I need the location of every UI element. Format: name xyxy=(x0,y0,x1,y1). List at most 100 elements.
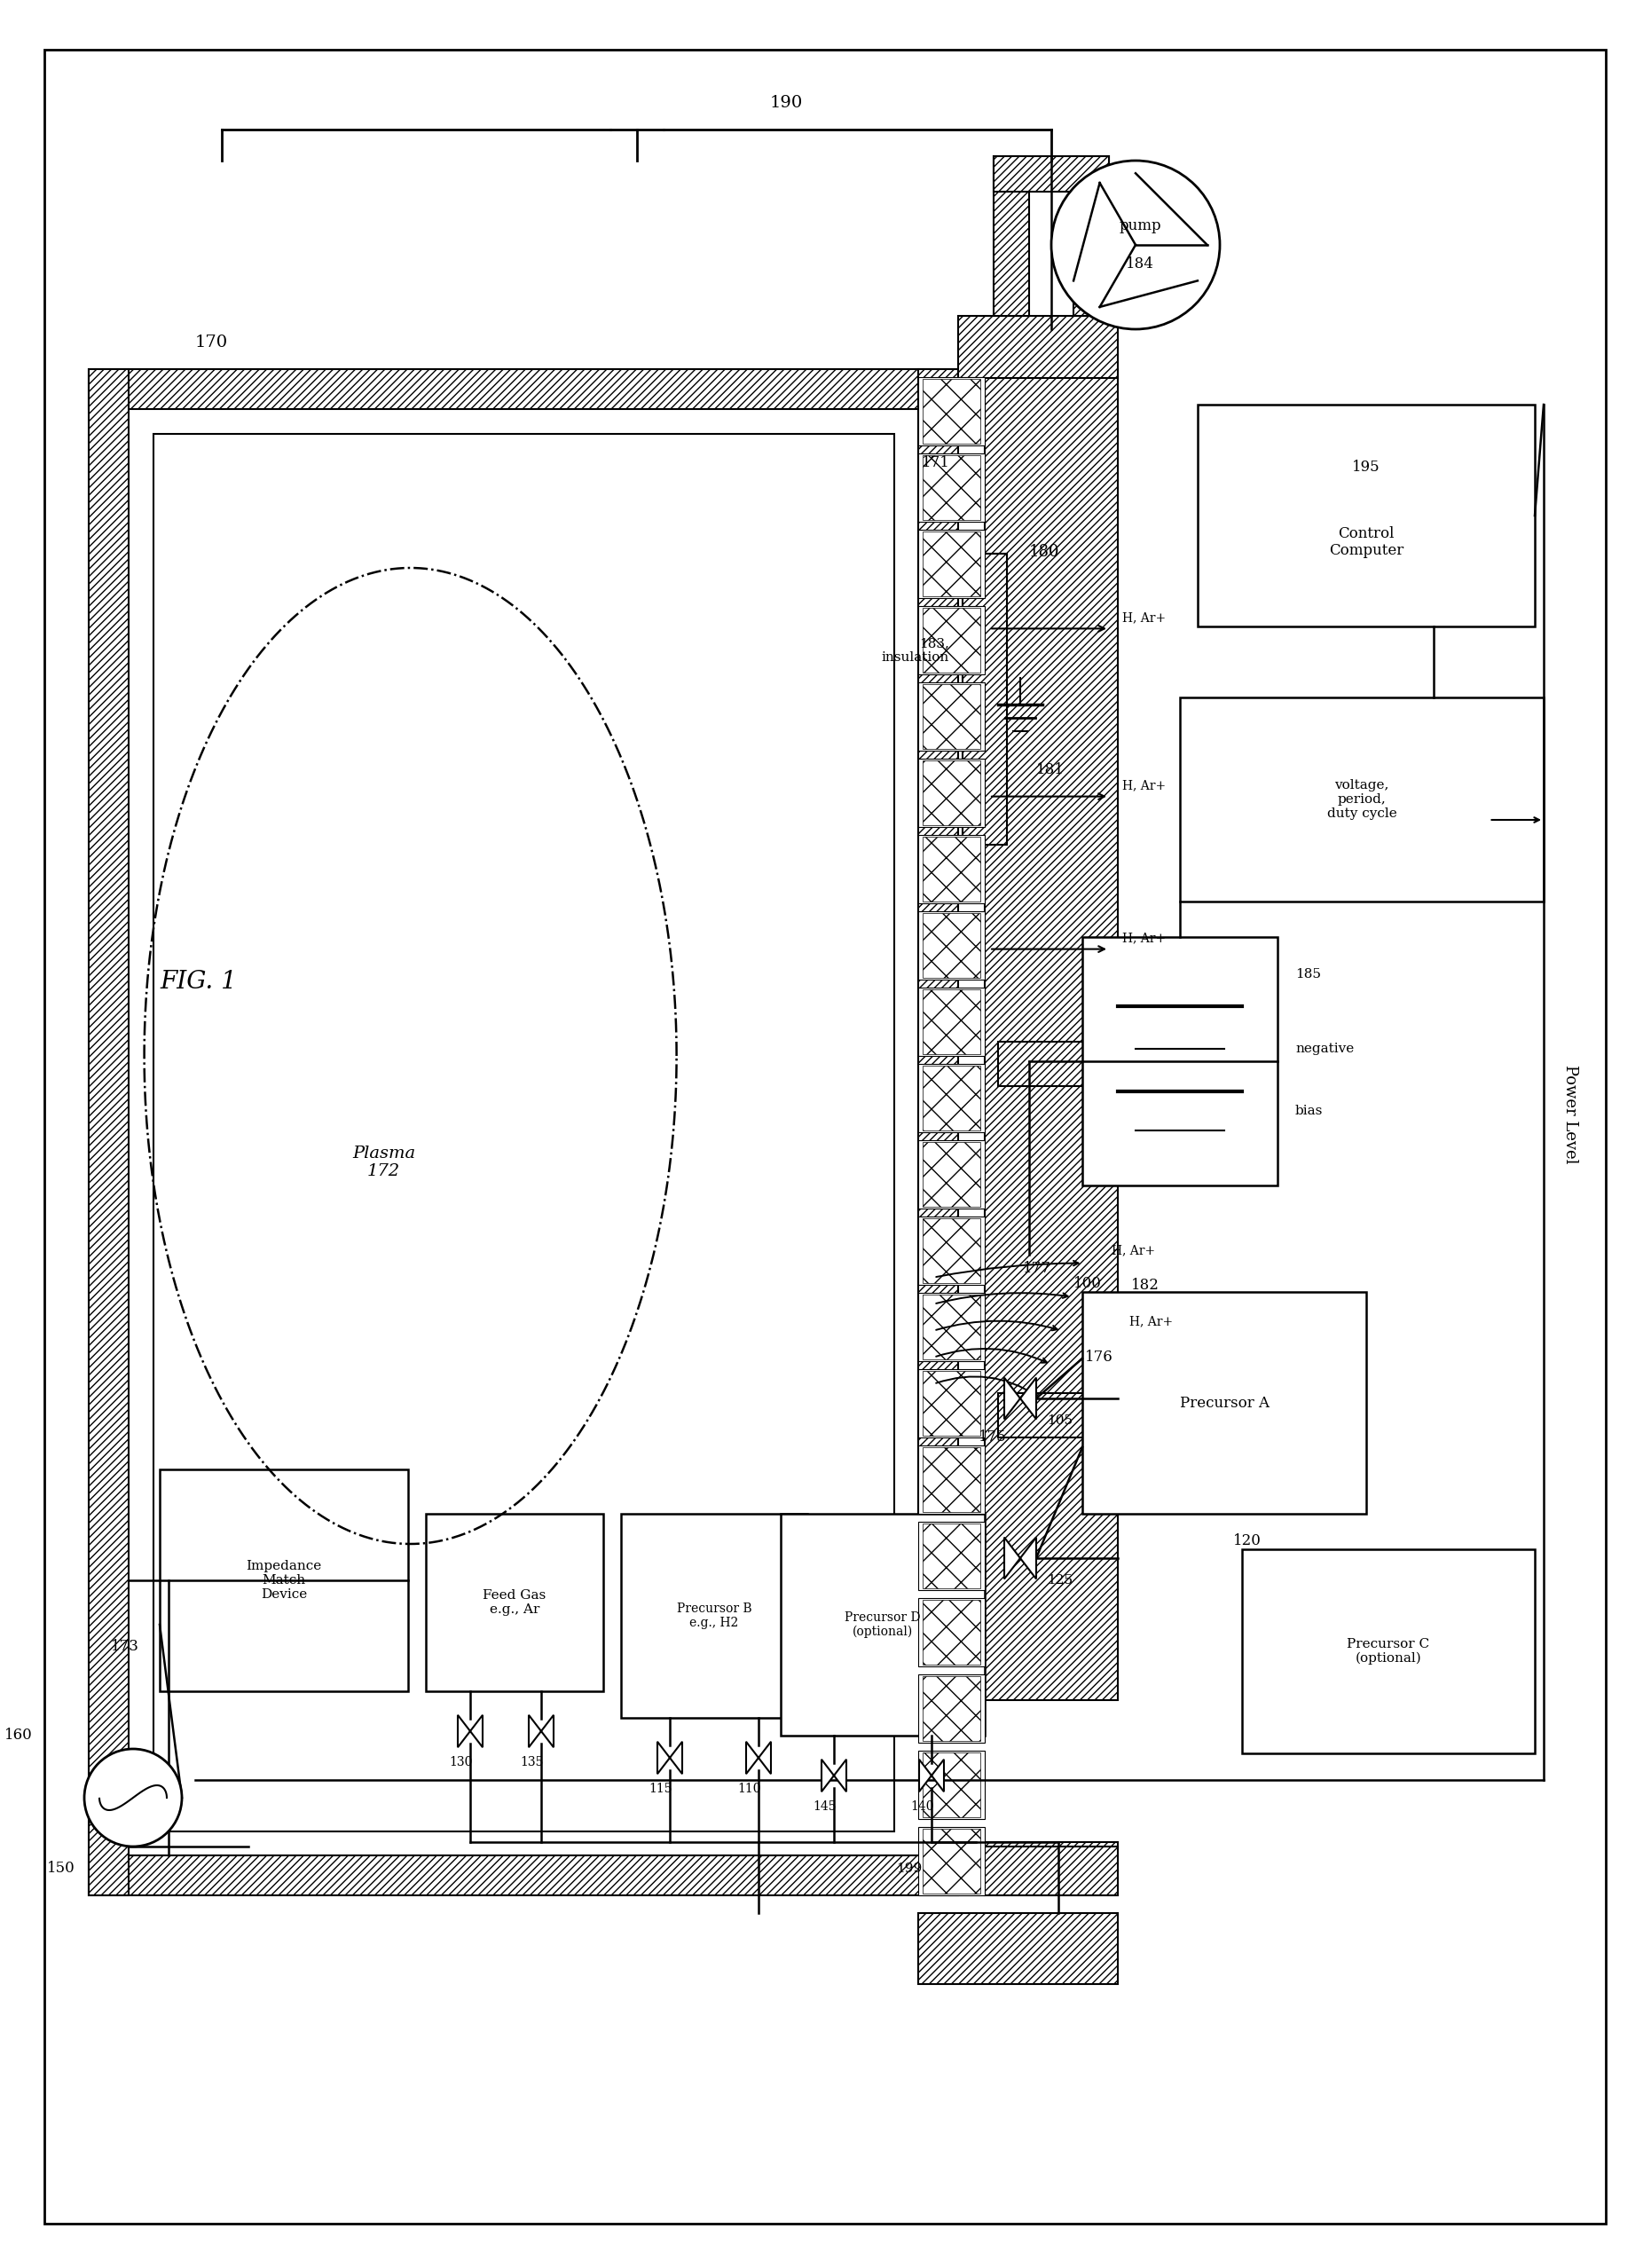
Bar xyxy=(923,608,981,674)
Bar xyxy=(154,433,893,1830)
Polygon shape xyxy=(1004,1377,1037,1420)
Text: 175: 175 xyxy=(977,1429,1005,1445)
Bar xyxy=(918,1370,984,1438)
Polygon shape xyxy=(920,1760,944,1792)
Text: 183,
insulation: 183, insulation xyxy=(882,637,949,665)
Text: 110: 110 xyxy=(738,1783,761,1794)
Bar xyxy=(918,1914,1118,1984)
Bar xyxy=(918,528,984,599)
Text: 182: 182 xyxy=(1131,1277,1159,1293)
Bar xyxy=(89,1855,958,1896)
Text: H, Ar+: H, Ar+ xyxy=(1129,1315,1172,1329)
Bar xyxy=(963,553,1007,599)
Bar xyxy=(1083,937,1278,1186)
Bar xyxy=(984,1842,1118,1896)
Bar xyxy=(949,1846,1118,1896)
Bar xyxy=(918,1216,984,1286)
Bar xyxy=(918,835,984,903)
Bar xyxy=(918,1522,984,1590)
Polygon shape xyxy=(657,1742,682,1774)
Bar xyxy=(1242,1549,1535,1753)
Polygon shape xyxy=(746,1742,771,1774)
Text: 170: 170 xyxy=(195,333,228,352)
Text: Precursor A: Precursor A xyxy=(1179,1395,1270,1411)
Text: Feed Gas
e.g., Ar: Feed Gas e.g., Ar xyxy=(484,1590,546,1615)
Text: 120: 120 xyxy=(1233,1533,1261,1549)
Circle shape xyxy=(84,1749,182,1846)
Bar xyxy=(999,1393,1105,1438)
Bar xyxy=(1073,156,1109,315)
Text: pump: pump xyxy=(1119,218,1161,234)
Bar xyxy=(1180,699,1544,900)
Text: H, Ar+: H, Ar+ xyxy=(1123,780,1166,792)
Text: 195: 195 xyxy=(1352,458,1380,474)
Bar xyxy=(994,156,1029,315)
Bar xyxy=(923,914,981,978)
Bar xyxy=(923,1295,981,1359)
Text: 190: 190 xyxy=(769,95,802,111)
Bar xyxy=(918,370,958,1674)
Text: Plasma
172: Plasma 172 xyxy=(352,1145,416,1179)
Bar xyxy=(923,1218,981,1284)
Bar xyxy=(918,1826,984,1896)
Bar xyxy=(963,553,1007,844)
Text: 100: 100 xyxy=(1073,1275,1101,1290)
Polygon shape xyxy=(1004,1538,1037,1579)
Text: 177: 177 xyxy=(1022,1261,1050,1277)
Bar xyxy=(923,1524,981,1588)
Text: H, Ar+: H, Ar+ xyxy=(1111,1245,1154,1256)
Bar xyxy=(160,1470,408,1692)
Bar xyxy=(918,912,984,980)
Bar xyxy=(923,837,981,900)
Bar xyxy=(923,456,981,519)
Bar xyxy=(621,1513,807,1717)
Text: Precursor C
(optional): Precursor C (optional) xyxy=(1347,1637,1430,1665)
Text: FIG. 1: FIG. 1 xyxy=(160,968,236,993)
Bar xyxy=(918,1064,984,1132)
Text: 185: 185 xyxy=(1296,968,1321,980)
Text: 135: 135 xyxy=(520,1755,543,1769)
Bar xyxy=(999,1041,1105,1086)
Polygon shape xyxy=(822,1760,847,1792)
Text: Precursor D
(optional): Precursor D (optional) xyxy=(845,1610,921,1637)
Text: H, Ar+: H, Ar+ xyxy=(1123,932,1166,946)
Bar xyxy=(958,315,1118,379)
Text: 115: 115 xyxy=(649,1783,672,1794)
Text: 173: 173 xyxy=(111,1640,139,1653)
Circle shape xyxy=(1052,161,1220,329)
Text: Impedance
Match
Device: Impedance Match Device xyxy=(246,1560,322,1601)
Polygon shape xyxy=(528,1715,553,1746)
Text: H, Ar+: H, Ar+ xyxy=(1123,612,1166,624)
Bar xyxy=(923,1828,981,1894)
Bar xyxy=(918,1293,984,1361)
Bar xyxy=(923,1676,981,1742)
Text: 140: 140 xyxy=(911,1801,934,1812)
Text: bias: bias xyxy=(1296,1105,1322,1118)
Bar xyxy=(918,1445,984,1513)
Bar xyxy=(781,1513,984,1735)
Bar xyxy=(923,1753,981,1817)
Bar xyxy=(918,1751,984,1819)
Bar xyxy=(918,1141,984,1209)
Bar xyxy=(923,989,981,1055)
Bar xyxy=(918,376,984,445)
Text: 150: 150 xyxy=(48,1862,76,1876)
Bar xyxy=(923,760,981,826)
Bar xyxy=(918,454,984,522)
Bar xyxy=(923,1447,981,1513)
Text: negative: negative xyxy=(1296,1043,1354,1055)
Text: 130: 130 xyxy=(449,1755,474,1769)
Text: voltage,
period,
duty cycle: voltage, period, duty cycle xyxy=(1327,778,1397,821)
Text: 180: 180 xyxy=(1029,544,1060,560)
Bar xyxy=(426,1513,603,1692)
Text: 160: 160 xyxy=(5,1728,33,1744)
Bar xyxy=(923,685,981,748)
Bar xyxy=(923,1370,981,1436)
Bar xyxy=(89,370,958,408)
Text: 176: 176 xyxy=(1085,1349,1113,1365)
Text: 199: 199 xyxy=(896,1862,923,1876)
Text: 145: 145 xyxy=(814,1801,837,1812)
Text: 171: 171 xyxy=(921,456,949,469)
Bar xyxy=(994,156,1109,193)
Text: 105: 105 xyxy=(1047,1415,1073,1427)
